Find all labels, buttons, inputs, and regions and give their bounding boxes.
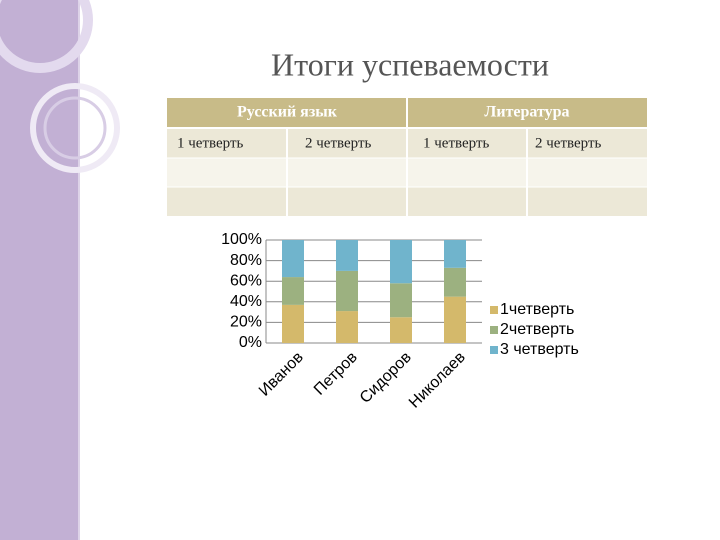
- legend-label: 3 четверть: [500, 341, 579, 358]
- bar-segment: [390, 240, 412, 284]
- decor-circle: [43, 96, 107, 160]
- table-cell: 1 четверть: [177, 135, 244, 151]
- decor-circle: [30, 83, 120, 173]
- side-edge: [78, 0, 80, 540]
- bar-segment: [390, 283, 412, 318]
- y-tick-label: 100%: [221, 231, 262, 248]
- slide-title: Итоги успеваемости: [271, 46, 549, 82]
- legend-swatch: [490, 306, 498, 314]
- y-tick-label: 60%: [230, 272, 262, 289]
- x-tick-label: Иванов: [256, 349, 307, 400]
- bar-segment: [336, 240, 358, 271]
- bar-segment: [336, 270, 358, 312]
- table-header: Литература: [484, 104, 569, 121]
- x-tick-label: Николаев: [406, 349, 469, 412]
- legend-label: 2четверть: [500, 321, 574, 338]
- y-tick-label: 0%: [239, 334, 262, 351]
- y-tick-label: 20%: [230, 314, 262, 331]
- bar-segment: [444, 240, 466, 268]
- y-tick-label: 80%: [230, 252, 262, 269]
- table: Русский язык Литература 1 четверть 2 чет…: [167, 98, 647, 216]
- bar-segment: [282, 304, 304, 343]
- y-tick-label: 40%: [230, 293, 262, 310]
- table-cell: 2 четверть: [535, 135, 602, 151]
- bar-segment: [444, 267, 466, 297]
- decor-circle: [0, 0, 93, 73]
- chart: 0%20%40%60%80%100%Иванов ПетровСидоровНик…: [221, 231, 579, 411]
- bar-segment: [444, 296, 466, 343]
- bar-segment: [336, 311, 358, 343]
- bar-segment: [282, 277, 304, 305]
- side-strip: [0, 0, 78, 540]
- table-header: Русский язык: [237, 104, 338, 121]
- table-cell: 1 четверть: [423, 135, 490, 151]
- legend-swatch: [490, 326, 498, 334]
- bar-segment: [390, 317, 412, 343]
- legend-label: 1четверть: [500, 301, 574, 318]
- legend-swatch: [490, 346, 498, 354]
- x-tick-label: Петров: [311, 349, 361, 399]
- bar-segment: [282, 240, 304, 278]
- table-cell: 2 четверть: [305, 135, 372, 151]
